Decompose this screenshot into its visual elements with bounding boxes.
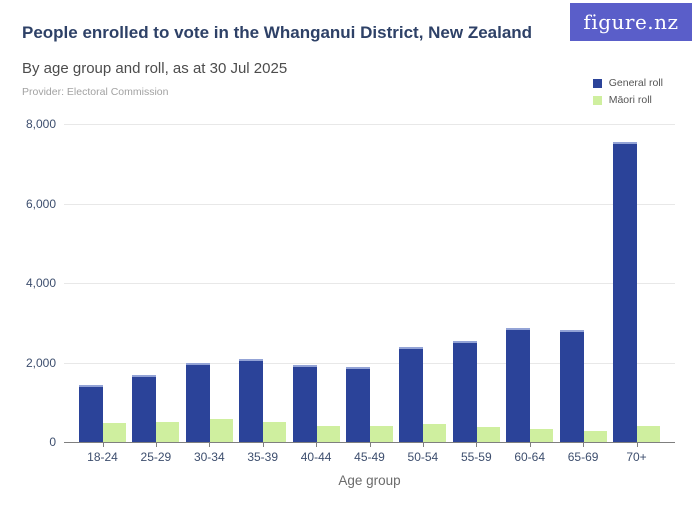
gridline	[64, 124, 675, 125]
y-tick-label: 0	[49, 435, 56, 449]
chart-subtitle: By age group and roll, as at 30 Jul 2025	[22, 60, 288, 77]
x-tick	[262, 442, 264, 447]
x-tick-label: 50-54	[407, 450, 439, 464]
general-roll-bar-18-24	[79, 385, 103, 442]
bar-group-45-49	[345, 366, 393, 442]
x-tick-label: 30-34	[193, 450, 225, 464]
x-tick	[102, 442, 104, 447]
general-roll-bar-30-34	[185, 363, 210, 442]
y-tick-label: 2,000	[25, 355, 56, 370]
bar-group-55-59	[452, 341, 500, 442]
x-tick	[529, 442, 531, 447]
x-tick	[583, 442, 585, 447]
x-tick	[155, 442, 157, 447]
maori-roll-bar-25-29	[156, 422, 180, 442]
y-tick-label: 4,000	[25, 276, 56, 290]
x-tick-label: 25-29	[140, 450, 172, 464]
y-tick-label: 6,000	[25, 196, 56, 211]
x-tick-label: 55-59	[460, 450, 492, 464]
provider-note: Provider: Electoral Commission	[22, 86, 169, 98]
maori-roll-bar-50-54	[423, 423, 447, 442]
maori-roll-bar-18-24	[103, 423, 126, 442]
legend-label: General roll	[608, 77, 663, 89]
bar-group-30-34	[185, 363, 233, 442]
x-tick	[636, 442, 638, 447]
general-roll-bar-35-39	[239, 359, 264, 442]
legend-swatch-icon	[592, 78, 602, 88]
legend-label: Māori roll	[608, 94, 652, 106]
figure-nz-logo-text: figure.nz	[583, 10, 679, 34]
x-tick	[316, 442, 318, 447]
bar-group-70+	[612, 141, 660, 442]
maori-roll-bar-60-64	[530, 428, 554, 442]
x-tick-label: 40-44	[300, 450, 332, 464]
general-roll-bar-50-54	[399, 347, 424, 442]
gridline	[64, 203, 675, 205]
general-roll-bar-25-29	[132, 374, 157, 442]
general-roll-bar-45-49	[345, 366, 370, 442]
gridline	[64, 283, 675, 284]
x-tick-label: 65-69	[567, 450, 599, 464]
general-roll-bar-60-64	[506, 327, 531, 442]
gridline	[64, 362, 675, 364]
maori-roll-bar-35-39	[263, 422, 287, 442]
general-roll-bar-40-44	[292, 364, 317, 442]
general-roll-bar-55-59	[452, 341, 477, 442]
bar-group-50-54	[399, 347, 447, 442]
bar-group-65-69	[559, 330, 607, 442]
x-tick-label: 60-64	[514, 450, 546, 464]
general-roll-bar-65-69	[559, 330, 584, 442]
maori-roll-bar-45-49	[369, 425, 393, 442]
bars-area	[64, 124, 675, 442]
legend: General roll Māori roll	[592, 77, 663, 106]
bar-group-18-24	[79, 385, 126, 442]
x-tick-label: 35-39	[247, 450, 279, 464]
x-tick	[476, 442, 478, 447]
maori-roll-bar-55-59	[476, 426, 500, 442]
maori-roll-bar-65-69	[583, 431, 607, 442]
x-tick	[369, 442, 371, 447]
maori-roll-bar-70+	[636, 425, 660, 442]
bar-group-40-44	[292, 364, 340, 442]
bar-group-60-64	[506, 327, 554, 442]
maori-roll-bar-40-44	[316, 426, 340, 442]
y-tick-label: 8,000	[25, 117, 56, 131]
legend-item: Māori roll	[592, 94, 663, 106]
x-tick-label: 18-24	[87, 450, 118, 464]
figure-nz-logo[interactable]: figure.nz	[570, 3, 692, 41]
bar-group-25-29	[132, 374, 180, 442]
general-roll-bar-70+	[612, 141, 637, 442]
x-tick	[422, 442, 424, 447]
x-axis-title: Age group	[338, 473, 401, 488]
maori-roll-bar-30-34	[209, 418, 233, 442]
x-tick-label: 70+	[626, 450, 647, 464]
legend-swatch-icon	[592, 95, 602, 105]
bar-group-35-39	[239, 359, 287, 442]
x-tick-label: 45-49	[354, 450, 385, 464]
legend-item: General roll	[592, 77, 663, 89]
x-tick	[209, 442, 211, 447]
chart-title: People enrolled to vote in the Whanganui…	[22, 23, 533, 42]
